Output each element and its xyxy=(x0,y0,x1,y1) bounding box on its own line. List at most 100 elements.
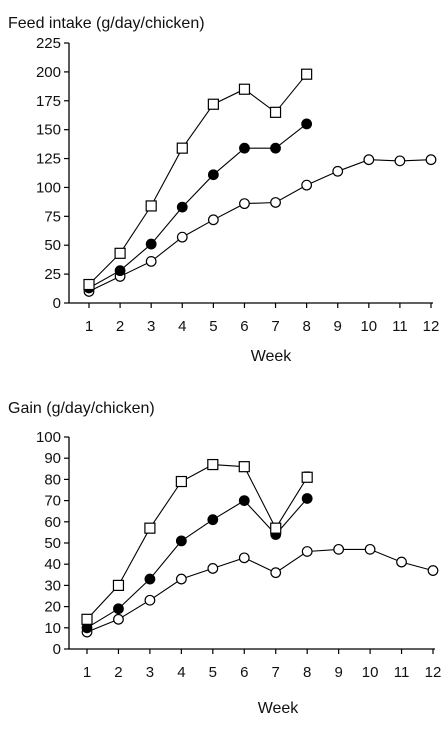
feed-intake-open-circle-point xyxy=(363,154,375,166)
gain-open-circle-point xyxy=(396,556,407,568)
gain-open-square-point xyxy=(144,522,156,534)
feed-intake-x-tick-label: 8 xyxy=(302,318,310,335)
gain-y-tick-label: 50 xyxy=(44,535,61,552)
feed-intake-open-circle-series-line xyxy=(88,159,432,292)
gain-y-tick-label: 0 xyxy=(53,641,61,658)
gain-x-tick-label: 5 xyxy=(209,664,217,681)
gain-open-square-point xyxy=(238,461,250,473)
gain-filled-circle-point xyxy=(144,573,156,585)
feed-intake-x-tick-label: 1 xyxy=(85,318,93,335)
feed-intake-open-square-point xyxy=(176,142,188,154)
feed-intake-open-square-point xyxy=(207,98,219,110)
gain-filled-circle-point xyxy=(238,495,250,507)
gain-filled-circle-point xyxy=(301,493,313,504)
gain-open-circle-point xyxy=(270,567,282,579)
gain-x-tick-label: 6 xyxy=(240,664,248,681)
feed-intake-open-square-point xyxy=(301,68,313,80)
gain-open-square-point xyxy=(270,522,282,534)
feed-intake-y-tick-label: 125 xyxy=(36,151,61,168)
feed-intake-y-tick-label: 225 xyxy=(36,35,61,52)
gain-open-circle-point xyxy=(427,565,439,576)
feed-intake-x-tick-label: 3 xyxy=(147,318,155,335)
gain-open-circle-point xyxy=(333,543,345,555)
gain-y-tick-label: 20 xyxy=(44,599,61,616)
feed-intake-open-square-point xyxy=(114,247,126,259)
gain-open-square-point xyxy=(175,475,187,488)
gain-x-tick-label: 2 xyxy=(114,664,122,681)
gain-open-square-point xyxy=(207,458,219,471)
gain-x-tick-label: 12 xyxy=(425,664,442,681)
gain-y-tick-label: 30 xyxy=(44,577,61,594)
feed-intake-open-square-point xyxy=(83,278,95,291)
feed-intake-x-tick-label: 2 xyxy=(116,318,124,335)
gain-x-tick-label: 8 xyxy=(303,664,311,681)
gain-open-square-point xyxy=(112,579,125,592)
feed-intake-filled-circle-point xyxy=(270,142,281,154)
gain-x-tick-label: 1 xyxy=(83,664,91,681)
feed-intake-filled-circle-point xyxy=(301,118,313,130)
feed-intake-open-circle-point xyxy=(425,154,437,166)
gain-open-circle-point xyxy=(113,613,124,625)
feed-intake-y-tick-label: 25 xyxy=(44,266,61,283)
gain-open-circle-point xyxy=(207,563,219,574)
feed-intake-x-tick-label: 5 xyxy=(209,318,217,335)
gain-open-square-series-line xyxy=(86,464,308,620)
feed-intake-y-tick-label: 0 xyxy=(53,295,61,312)
feed-intake-filled-circle-point xyxy=(239,142,250,154)
feed-intake-y-tick-label: 175 xyxy=(36,93,61,110)
feed-intake-filled-circle-point xyxy=(207,169,219,181)
gain-filled-circle-point xyxy=(175,535,187,547)
feed-intake-x-tick-label: 6 xyxy=(240,318,248,335)
feed-intake-open-circle-point xyxy=(394,155,406,167)
feed-intake-x-tick-label: 4 xyxy=(178,318,186,335)
gain-y-tick-label: 100 xyxy=(36,429,61,446)
feed-intake-x-tick-label: 9 xyxy=(334,318,342,335)
gain-y-tick-label: 40 xyxy=(44,556,61,573)
gain-filled-circle-point xyxy=(207,514,219,526)
gain-open-circle-point xyxy=(238,552,250,564)
gain-y-tick-label: 70 xyxy=(44,493,61,510)
feed-intake-filled-circle-point xyxy=(176,201,188,213)
gain-open-circle-series-line xyxy=(86,548,434,633)
gain-filled-circle-point xyxy=(113,603,124,615)
feed-intake-filled-circle-point xyxy=(114,265,126,277)
gain-x-tick-label: 7 xyxy=(272,664,280,681)
feed-intake-y-tick-label: 50 xyxy=(44,237,61,254)
feed-intake-chart: Feed intake (g/day/chicken) Week 0255075… xyxy=(8,15,439,365)
feed-intake-open-circle-point xyxy=(239,198,250,210)
gain-x-axis-title: Week xyxy=(258,700,300,717)
gain-x-tick-label: 4 xyxy=(177,664,185,681)
gain-y-tick-label: 60 xyxy=(44,514,61,531)
feed-intake-x-tick-label: 12 xyxy=(423,318,440,335)
feed-intake-y-tick-label: 200 xyxy=(36,64,61,81)
feed-intake-filled-circle-point xyxy=(145,238,157,250)
feed-intake-open-square-point xyxy=(145,200,157,212)
feed-intake-x-tick-label: 10 xyxy=(360,318,377,335)
gain-x-tick-label: 9 xyxy=(334,664,342,681)
gain-y-tick-label: 10 xyxy=(44,620,61,637)
gain-y-axis-title: Gain (g/day/chicken) xyxy=(8,400,155,417)
gain-chart: Gain (g/day/chicken) Week 0 10 20 30 40 50 60 7… xyxy=(8,400,441,717)
gain-y-tick-label: 80 xyxy=(44,471,61,488)
gain-open-circle-point xyxy=(175,573,187,585)
feed-intake-open-circle-point xyxy=(270,197,281,208)
feed-intake-y-axis-title: Feed intake (g/day/chicken) xyxy=(8,15,205,32)
feed-intake-x-tick-label: 7 xyxy=(271,318,279,335)
feed-intake-open-circle-point xyxy=(332,165,344,177)
gain-x-tick-label: 11 xyxy=(394,664,410,681)
feed-intake-x-axis-title: Week xyxy=(251,348,293,365)
gain-open-circle-point xyxy=(364,543,376,555)
gain-open-square-point xyxy=(301,471,313,483)
feed-intake-x-tick-label: 11 xyxy=(392,318,408,335)
feed-intake-open-circle-point xyxy=(207,214,219,226)
gain-open-square-point xyxy=(81,613,93,625)
feed-intake-open-square-point xyxy=(238,83,251,95)
gain-open-circle-point xyxy=(301,546,313,557)
gain-x-tick-label: 10 xyxy=(362,664,379,681)
feed-intake-y-tick-label: 75 xyxy=(44,208,61,225)
feed-intake-open-circle-point xyxy=(176,231,188,243)
gain-x-tick-label: 3 xyxy=(146,664,154,681)
feed-intake-open-square-point xyxy=(269,106,282,118)
feed-intake-y-tick-label: 100 xyxy=(36,179,61,196)
